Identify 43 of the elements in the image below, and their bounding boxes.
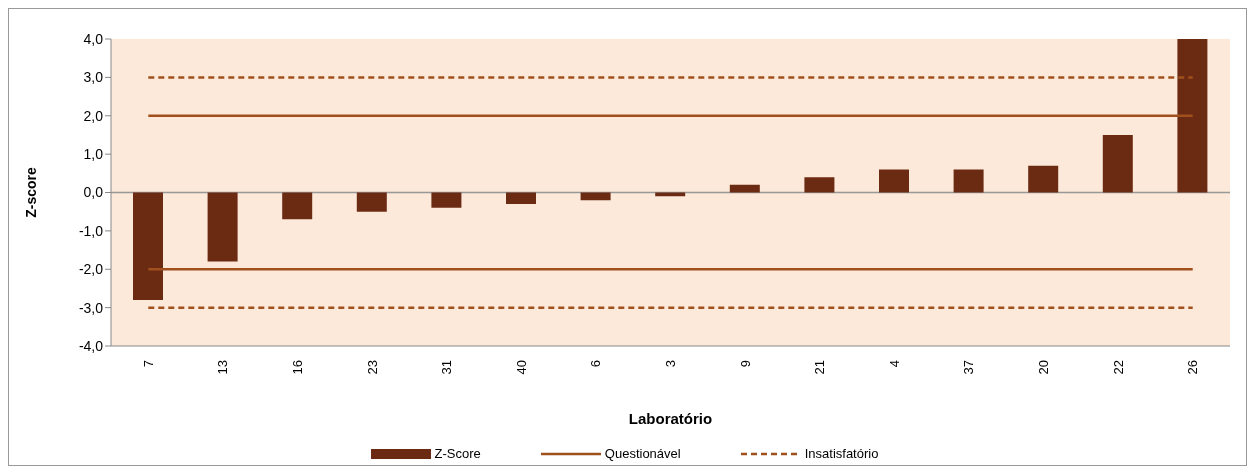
x-tick-label: 9 xyxy=(737,360,753,368)
x-tick-label: 21 xyxy=(812,360,828,375)
y-tick-label: 4,0 xyxy=(83,30,104,47)
x-tick-label: 31 xyxy=(439,360,455,375)
x-tick-label: 26 xyxy=(1185,360,1201,375)
bar xyxy=(1177,39,1208,193)
y-tick-label: -4,0 xyxy=(78,337,104,354)
y-tick-label: 1,0 xyxy=(83,146,104,163)
bar xyxy=(879,169,909,193)
bar xyxy=(431,192,462,208)
x-tick-label: 20 xyxy=(1036,360,1051,375)
x-tick-label: 22 xyxy=(1110,360,1126,375)
x-tick-label: 40 xyxy=(513,360,529,375)
bar xyxy=(580,192,611,201)
y-tick-label: -2,0 xyxy=(78,261,104,278)
x-tick-label: 3 xyxy=(663,360,678,368)
y-tick-label: 0,0 xyxy=(83,184,104,201)
y-tick-label: 3,0 xyxy=(83,69,104,86)
bar xyxy=(506,192,536,205)
x-tick-label: 6 xyxy=(588,360,604,368)
legend-label: Z-Score xyxy=(434,446,481,461)
y-tick-label: -1,0 xyxy=(78,222,104,239)
x-tick-label: 7 xyxy=(140,360,156,368)
bar xyxy=(953,169,984,193)
bar xyxy=(133,192,163,300)
bar xyxy=(356,192,387,212)
y-axis-title: Z-score xyxy=(22,167,39,218)
x-tick-label: 13 xyxy=(215,360,231,375)
legend-label: Questionável xyxy=(604,446,681,461)
x-tick-label: 23 xyxy=(364,360,380,375)
x-tick-label: 16 xyxy=(290,360,305,375)
legend-label: Insatisfatório xyxy=(804,446,879,461)
x-tick-label: 37 xyxy=(961,360,977,375)
y-tick-label: -3,0 xyxy=(78,299,104,316)
x-axis-title: Laboratório xyxy=(628,410,713,427)
bar xyxy=(207,192,238,262)
y-tick-label: 2,0 xyxy=(83,107,104,124)
bar xyxy=(1102,134,1133,193)
bar xyxy=(1028,165,1059,193)
x-tick-label: 4 xyxy=(886,360,902,368)
bar xyxy=(804,177,835,193)
bar xyxy=(282,192,313,220)
bar xyxy=(729,184,760,193)
